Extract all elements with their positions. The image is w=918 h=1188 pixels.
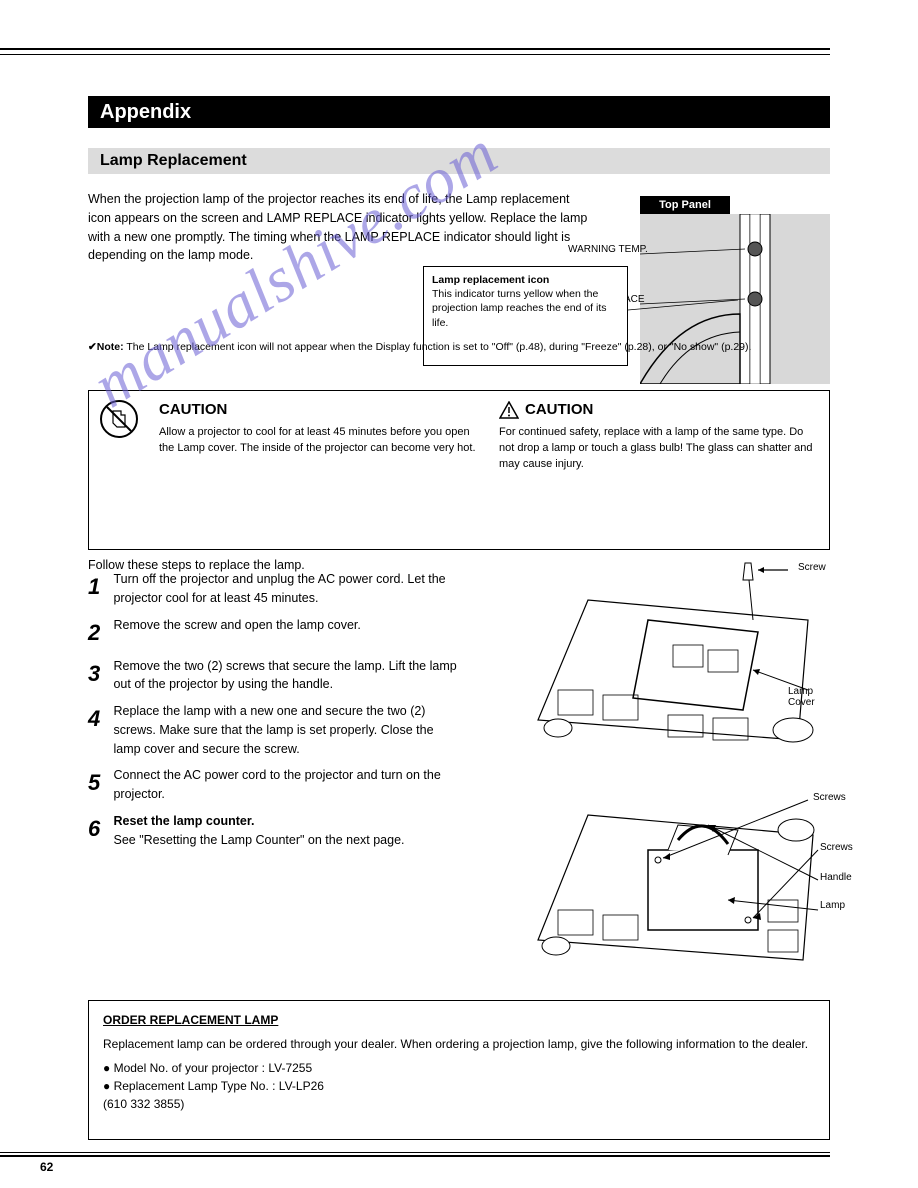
step-text: Remove the screw and open the lamp cover… [113, 616, 463, 635]
caution-mid: CAUTION Allow a projector to cool for at… [149, 391, 489, 549]
label-screw: Screw [798, 562, 826, 573]
caution-right-body: For continued safety, replace with a lam… [499, 425, 819, 473]
caution-left [89, 391, 149, 549]
label-lamp-cover: Lamp Cover [788, 686, 830, 708]
callout-leader [628, 300, 748, 340]
page-content: Appendix Lamp Replacement When the proje… [88, 0, 830, 1188]
order-item-2: ● Replacement Lamp Type No. : LV-LP26 [103, 1077, 815, 1095]
step-text: Turn off the projector and unplug the AC… [113, 570, 463, 608]
step-1: 1 Turn off the projector and unplug the … [88, 570, 468, 849]
section-title: Appendix [88, 96, 830, 128]
no-touch-icon [99, 399, 139, 439]
label-handle: Handle [820, 872, 852, 883]
callout-line: This indicator turns yellow when the pro… [432, 287, 619, 330]
section-subtitle: Lamp Replacement [88, 148, 830, 174]
step-num: 5 [88, 766, 110, 799]
step-text: Reset the lamp counter. See "Resetting t… [113, 812, 463, 850]
step-num: 3 [88, 657, 110, 690]
top-panel-label: Top Panel [640, 196, 730, 214]
intro-paragraph: When the projection lamp of the projecto… [88, 190, 588, 265]
order-replacement-box: ORDER REPLACEMENT LAMP Replacement lamp … [88, 1000, 830, 1140]
caution-box: CAUTION Allow a projector to cool for at… [88, 390, 830, 550]
callout-note: ✔Note: The Lamp replacement icon will no… [88, 340, 828, 355]
lamp-cover-illustration [528, 560, 828, 750]
callout-heading: Lamp replacement icon [432, 273, 619, 287]
top-panel-illustration [640, 214, 830, 384]
caution-heading: CAUTION [159, 399, 479, 421]
step-text: Replace the lamp with a new one and secu… [113, 702, 463, 758]
note-text: The Lamp replacement icon will not appea… [126, 341, 751, 353]
label-screws-2: Screws [820, 842, 853, 853]
step-num: 2 [88, 616, 110, 649]
caution-right-heading: CAUTION [525, 399, 593, 421]
order-body: Replacement lamp can be ordered through … [103, 1035, 815, 1053]
order-heading: ORDER REPLACEMENT LAMP [103, 1011, 815, 1029]
order-item-1: ● Model No. of your projector : LV-7255 [103, 1059, 815, 1077]
step-num: 1 [88, 570, 110, 603]
order-item-3: (610 332 3855) [103, 1095, 815, 1113]
indicator-label-1: WARNING TEMP. [568, 244, 648, 255]
caution-body: Allow a projector to cool for at least 4… [159, 425, 479, 457]
lamp-removal-illustration [528, 770, 828, 970]
step6-bold: Reset the lamp counter. [113, 814, 254, 828]
step-num: 6 [88, 812, 110, 845]
step6-sub: See "Resetting the Lamp Counter" on the … [113, 833, 404, 847]
label-screws-1: Screws [813, 792, 846, 803]
page-number: 62 [40, 1160, 53, 1174]
step-text: Connect the AC power cord to the project… [113, 766, 463, 804]
step-num: 4 [88, 702, 110, 735]
warning-triangle-icon [499, 401, 519, 419]
note-label: ✔Note: [88, 341, 124, 353]
step-text: Remove the two (2) screws that secure th… [113, 657, 463, 695]
footer-rule [0, 1155, 830, 1157]
footer-rule-thin [0, 1152, 830, 1153]
label-lamp: Lamp [820, 900, 845, 911]
caution-right: CAUTION For continued safety, replace wi… [489, 391, 829, 549]
